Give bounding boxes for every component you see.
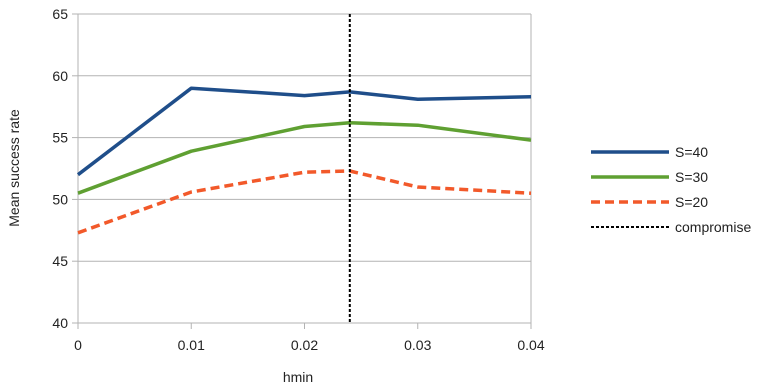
x-tick-label: 0.04 <box>517 337 544 353</box>
x-tick-label: 0.02 <box>291 337 318 353</box>
tick-label-layer: 40 45 50 55 60 65 0 0.01 0.02 0.03 0.04 <box>52 6 544 353</box>
series-line-s20 <box>77 169 532 235</box>
y-tick-label: 45 <box>52 253 68 269</box>
series-layer <box>76 86 532 235</box>
y-axis-title: Mean success rate <box>6 109 22 227</box>
x-tick-label: 0.03 <box>404 337 431 353</box>
legend-label: S=20 <box>675 194 708 210</box>
y-tick-label: 50 <box>52 191 68 207</box>
y-tick-label: 60 <box>52 68 68 84</box>
legend-label: S=30 <box>675 169 708 185</box>
y-tick-label: 65 <box>52 6 68 22</box>
y-tick-label: 55 <box>52 130 68 146</box>
series-line-s40 <box>76 86 532 177</box>
legend-label: S=40 <box>675 144 708 160</box>
series-line-s30 <box>77 121 532 195</box>
axis-layer <box>72 13 532 329</box>
x-axis-title: hmin <box>283 369 313 385</box>
x-tick-label: 0 <box>74 337 82 353</box>
grid-layer <box>78 13 531 262</box>
y-tick-label: 40 <box>52 315 68 331</box>
legend: S=40 S=30 S=20 compromise <box>591 144 751 235</box>
legend-label: compromise <box>675 219 751 235</box>
x-tick-label: 0.01 <box>178 337 205 353</box>
